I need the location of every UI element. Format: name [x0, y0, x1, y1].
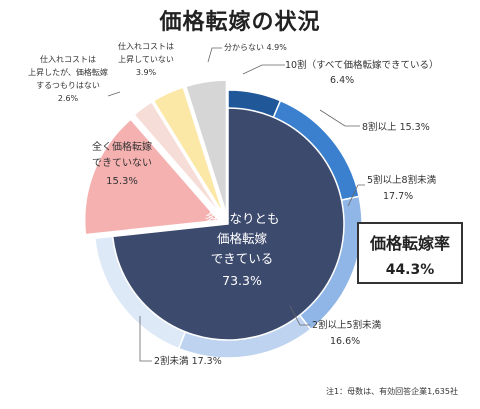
label-5-8wari-value: 17.7%	[383, 191, 413, 202]
leader-2-5wari	[289, 305, 310, 326]
label-2wari: 2割未満 17.3%	[154, 355, 222, 367]
label-inner-1: 多少なりとも	[204, 211, 279, 226]
label-10wari-value: 6.4%	[330, 75, 354, 86]
pie-slice-5	[84, 118, 221, 236]
leader-2wari	[139, 316, 152, 362]
leader-lines	[107, 47, 365, 362]
label-no-intent-4: 2.6%	[58, 94, 79, 103]
leader-unknown	[207, 47, 222, 63]
pass-through-rate-box: 価格転嫁率 44.3%	[357, 222, 463, 284]
leader-8wari	[319, 109, 360, 127]
pie-slice-6	[133, 100, 223, 217]
label-no-intent-3: するつもりはない	[36, 81, 100, 90]
pie-slice-inner	[111, 107, 345, 341]
pie-slices	[84, 79, 363, 359]
footnote: 注1：母数は、有効回答企業1,635社	[326, 387, 458, 396]
pie-slice-7	[152, 86, 225, 216]
leader-10wari	[242, 64, 285, 75]
label-none-2: できていない	[92, 157, 152, 169]
label-no-intent-1: 仕入れコストは	[40, 54, 96, 64]
leader-5-8wari	[347, 184, 365, 207]
label-inner-2: 価格転嫁	[217, 231, 268, 246]
label-none-3: 15.3%	[106, 176, 138, 187]
label-5-8wari: 5割以上8割未満	[367, 174, 437, 186]
label-8wari: 8割以上 15.3%	[362, 121, 430, 133]
label-10wari: 10割（すべて価格転嫁できている）	[285, 59, 439, 71]
label-no-rise-3: 3.9%	[136, 68, 157, 77]
label-inner-3: できている	[211, 251, 274, 266]
label-inner-4: 73.3%	[222, 273, 262, 288]
label-2-5wari-value: 16.6%	[330, 336, 360, 347]
chart-title: 価格転嫁の状況	[159, 10, 321, 35]
label-2-5wari: 2割以上5割未満	[312, 319, 382, 331]
label-no-rise-2: 上昇していない	[118, 55, 174, 64]
pie-slice-8	[184, 79, 228, 215]
label-no-intent-2: 上昇したが、価格転嫁	[28, 67, 108, 77]
rate-label: 価格転嫁率	[369, 234, 450, 253]
leader-no-intent	[107, 91, 121, 97]
label-none-1: 全く価格転嫁	[92, 140, 152, 153]
rate-value: 44.3%	[385, 262, 435, 278]
label-unknown: 分からない 4.9%	[224, 43, 287, 52]
label-no-rise-1: 仕入れコストは	[118, 41, 174, 51]
